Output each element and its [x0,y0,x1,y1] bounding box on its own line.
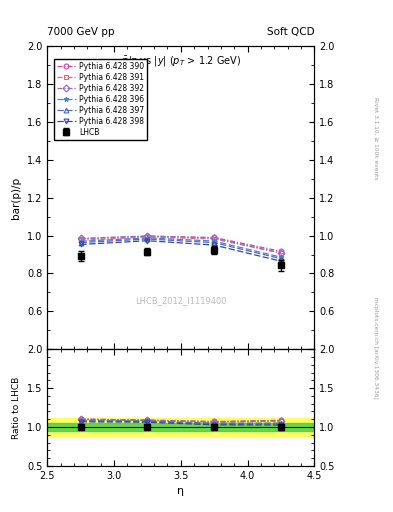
Pythia 6.428 392 [279,250,283,256]
Line: Pythia 6.428 390: Pythia 6.428 390 [78,234,283,254]
Line: Pythia 6.428 398: Pythia 6.428 398 [78,238,283,264]
Pythia 6.428 392 [78,236,83,242]
Line: Pythia 6.428 397: Pythia 6.428 397 [78,237,283,261]
Pythia 6.428 396 [78,238,83,244]
Pythia 6.428 396 [212,238,217,244]
Text: LHCB_2012_I1119400: LHCB_2012_I1119400 [135,296,226,305]
Pythia 6.428 398 [78,242,83,248]
Pythia 6.428 398 [145,238,150,244]
Pythia 6.428 392 [212,235,217,241]
Text: $\bar{p}/p$ vs $|y|$ ($p_{T}$ > 1.2 GeV): $\bar{p}/p$ vs $|y|$ ($p_{T}$ > 1.2 GeV) [121,55,241,69]
Pythia 6.428 397 [78,240,83,246]
Pythia 6.428 396 [145,235,150,241]
Pythia 6.428 392 [145,233,150,239]
Legend: Pythia 6.428 390, Pythia 6.428 391, Pythia 6.428 392, Pythia 6.428 396, Pythia 6: Pythia 6.428 390, Pythia 6.428 391, Pyth… [54,59,147,140]
Pythia 6.428 391 [145,234,150,240]
Text: 7000 GeV pp: 7000 GeV pp [47,27,115,37]
Pythia 6.428 397 [145,236,150,242]
Line: Pythia 6.428 396: Pythia 6.428 396 [78,236,283,260]
Pythia 6.428 398 [279,258,283,264]
Pythia 6.428 391 [212,236,217,242]
Pythia 6.428 390 [145,233,150,239]
Pythia 6.428 397 [212,240,217,246]
Pythia 6.428 390 [212,234,217,241]
Text: Soft QCD: Soft QCD [267,27,314,37]
Pythia 6.428 391 [78,237,83,243]
Text: Rivet 3.1.10, ≥ 100k events: Rivet 3.1.10, ≥ 100k events [373,97,378,180]
Bar [47,418,314,436]
Line: Pythia 6.428 392: Pythia 6.428 392 [78,233,283,255]
Pythia 6.428 390 [78,236,83,242]
Line: Pythia 6.428 391: Pythia 6.428 391 [78,234,283,255]
Pythia 6.428 397 [279,255,283,262]
Pythia 6.428 390 [279,248,283,254]
Pythia 6.428 391 [279,250,283,256]
Text: mcplots.cern.ch [arXiv:1306.3436]: mcplots.cern.ch [arXiv:1306.3436] [373,297,378,399]
X-axis label: η: η [177,486,184,496]
Bar [47,423,314,431]
Y-axis label: Ratio to LHCB: Ratio to LHCB [12,376,21,439]
Y-axis label: bar(p)/p: bar(p)/p [11,177,21,219]
Pythia 6.428 398 [212,242,217,248]
Pythia 6.428 396 [279,254,283,260]
